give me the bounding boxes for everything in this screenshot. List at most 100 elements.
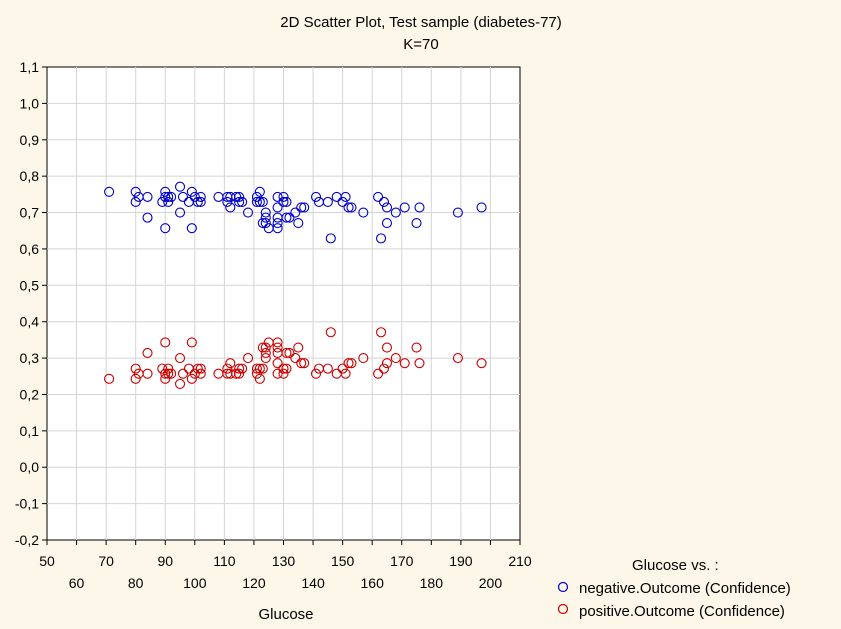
data-point-positive	[343, 358, 354, 369]
data-point-positive	[177, 368, 189, 379]
data-point-positive	[310, 368, 322, 379]
data-point-positive	[234, 368, 245, 379]
data-point-positive	[325, 327, 336, 338]
legend: Glucose vs. : negative.Outcome (Confiden…	[557, 557, 791, 620]
data-point-negative	[272, 191, 283, 202]
data-point-positive	[260, 342, 271, 353]
data-point-negative	[142, 191, 153, 202]
data-point-positive	[260, 353, 271, 364]
x-tick-label: 50	[39, 553, 55, 569]
data-point-negative	[242, 207, 254, 218]
data-point-negative	[390, 207, 401, 218]
data-point-negative	[254, 196, 265, 208]
data-point-positive	[166, 368, 177, 379]
data-point-negative	[174, 181, 186, 192]
data-point-positive	[195, 368, 206, 379]
data-point-negative	[160, 223, 171, 234]
data-point-positive	[157, 363, 168, 374]
data-point-positive	[225, 358, 236, 369]
data-point-positive	[476, 358, 487, 369]
data-point-negative	[343, 202, 354, 213]
data-point-negative	[411, 218, 422, 229]
y-tick-label: 0,1	[20, 423, 40, 439]
data-point-positive	[174, 353, 186, 364]
data-point-negative	[260, 207, 271, 218]
data-point-positive	[242, 353, 254, 364]
data-point-positive	[378, 363, 390, 374]
data-point-negative	[290, 207, 301, 218]
data-point-positive	[254, 373, 265, 384]
data-point-positive	[272, 342, 283, 353]
data-point-negative	[222, 196, 233, 208]
data-point-negative	[281, 212, 292, 223]
data-point-positive	[186, 373, 197, 384]
x-tick-label: 200	[479, 575, 503, 591]
y-tick-label: 0,7	[20, 205, 40, 221]
data-point-negative	[358, 207, 369, 218]
data-point-negative	[260, 212, 271, 223]
data-point-positive	[346, 358, 357, 369]
data-point-positive	[281, 363, 292, 374]
data-point-positive	[414, 358, 425, 369]
data-point-positive	[399, 358, 410, 369]
data-point-negative	[160, 191, 171, 202]
data-point-positive	[160, 368, 171, 379]
data-point-negative	[186, 186, 197, 197]
data-point-positive	[299, 358, 310, 369]
data-point-positive	[272, 337, 283, 348]
data-point-positive	[260, 347, 271, 359]
data-point-negative	[254, 186, 265, 197]
data-point-positive	[278, 368, 289, 379]
data-point-negative	[195, 191, 206, 202]
data-point-negative	[381, 202, 393, 213]
data-point-negative	[163, 196, 174, 208]
data-point-positive	[373, 368, 384, 379]
data-point-positive	[257, 363, 268, 374]
data-point-negative	[234, 196, 245, 208]
data-point-positive	[290, 353, 301, 364]
y-tick-label: -0,2	[15, 532, 39, 548]
data-point-negative	[272, 218, 283, 229]
data-point-negative	[251, 191, 262, 202]
data-point-negative	[340, 191, 351, 202]
data-point-negative	[174, 207, 186, 218]
y-tick-label: 0,5	[20, 277, 40, 293]
data-point-positive	[337, 363, 348, 374]
chart-title: 2D Scatter Plot, Test sample (diabetes-7…	[280, 14, 562, 31]
data-point-positive	[163, 363, 174, 374]
data-point-negative	[130, 186, 141, 197]
x-tick-label: 120	[242, 575, 266, 591]
data-point-positive	[278, 363, 289, 374]
data-point-negative	[299, 202, 310, 213]
x-tick-label: 170	[390, 553, 414, 569]
data-point-negative	[325, 233, 336, 244]
data-point-negative	[376, 233, 387, 244]
data-point-positive	[340, 368, 351, 379]
data-point-negative	[296, 202, 307, 213]
x-tick-label: 70	[98, 553, 114, 569]
data-point-positive	[358, 353, 369, 364]
data-point-negative	[257, 196, 268, 208]
x-axis: 50 70 90 110 130 150 170 190 210 60 80 100 120 140 160…	[39, 540, 532, 591]
data-point-positive	[284, 347, 295, 359]
x-tick-label: 110	[213, 553, 236, 569]
data-point-positive	[293, 342, 304, 353]
data-point-positive	[163, 368, 174, 379]
data-point-negative	[225, 202, 236, 213]
data-point-positive	[272, 368, 283, 379]
x-tick-label: 190	[449, 553, 473, 569]
data-point-positive	[390, 353, 401, 364]
legend-marker-positive	[557, 603, 569, 615]
data-point-negative	[378, 196, 390, 208]
x-tick-label: 80	[128, 575, 144, 591]
data-point-negative	[166, 191, 177, 202]
data-point-negative	[281, 196, 292, 208]
data-point-positive	[322, 363, 333, 374]
y-tick-label: 0,4	[20, 314, 40, 330]
x-tick-label: 160	[361, 575, 385, 591]
data-point-negative	[272, 202, 283, 213]
data-point-negative	[278, 196, 289, 208]
y-tick-label: 1,1	[20, 59, 40, 75]
data-point-negative	[104, 186, 115, 197]
